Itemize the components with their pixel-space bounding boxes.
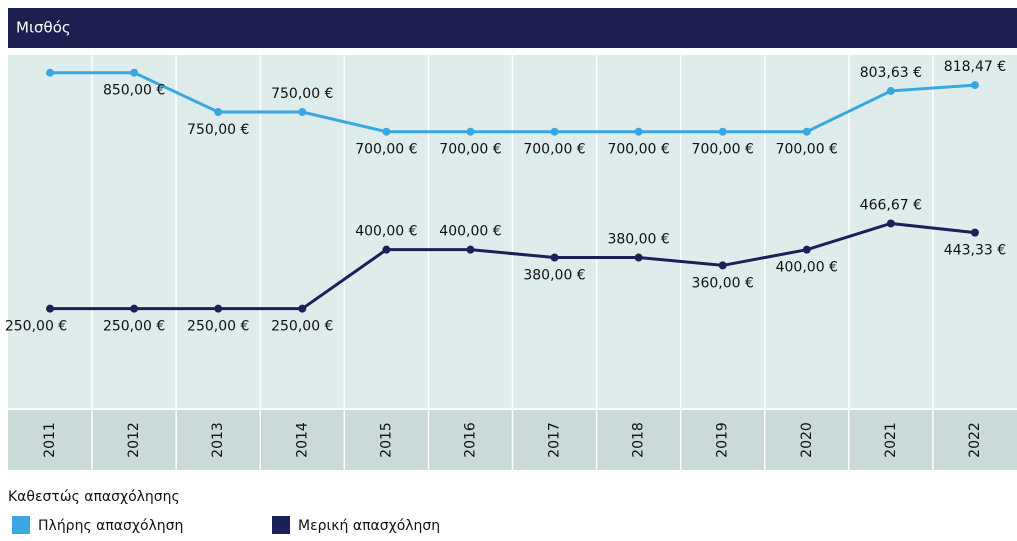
point bbox=[130, 68, 139, 77]
data-label: 443,33 € bbox=[944, 243, 1006, 259]
point bbox=[634, 253, 643, 262]
point bbox=[886, 219, 895, 228]
data-label: 750,00 € bbox=[187, 122, 249, 138]
legend-swatch bbox=[12, 516, 30, 534]
x-tick-label: 2012 bbox=[126, 422, 142, 458]
legend-swatch bbox=[272, 516, 290, 534]
point bbox=[466, 127, 475, 136]
data-label: 250,00 € bbox=[5, 319, 67, 335]
data-label: 750,00 € bbox=[271, 86, 333, 102]
x-tick-label: 2019 bbox=[715, 422, 731, 458]
data-label: 400,00 € bbox=[439, 224, 501, 240]
point bbox=[130, 304, 139, 313]
data-label: 700,00 € bbox=[523, 142, 585, 158]
point bbox=[298, 108, 307, 117]
point bbox=[382, 127, 391, 136]
line-series bbox=[50, 71, 976, 134]
data-label: 360,00 € bbox=[692, 275, 754, 291]
point bbox=[466, 245, 475, 254]
data-label: 850,00 € bbox=[103, 83, 165, 99]
data-label: 803,63 € bbox=[860, 65, 922, 81]
x-tick-label: 2017 bbox=[547, 422, 563, 458]
point bbox=[214, 108, 223, 117]
point bbox=[298, 304, 307, 313]
data-label: 380,00 € bbox=[523, 268, 585, 284]
legend-label: Μερική απασχόληση bbox=[298, 518, 440, 534]
line-series bbox=[50, 221, 976, 311]
point bbox=[802, 245, 811, 254]
point bbox=[970, 81, 979, 90]
data-label: 250,00 € bbox=[187, 319, 249, 335]
point bbox=[718, 127, 727, 136]
x-tick-label: 2011 bbox=[42, 422, 58, 458]
data-label: 700,00 € bbox=[776, 142, 838, 158]
data-label: 250,00 € bbox=[103, 319, 165, 335]
data-label: 250,00 € bbox=[271, 319, 333, 335]
data-label: 818,47 € bbox=[944, 59, 1006, 75]
data-label: 400,00 € bbox=[776, 260, 838, 276]
point bbox=[802, 127, 811, 136]
legend-label: Πλήρης απασχόληση bbox=[38, 518, 183, 534]
point bbox=[550, 253, 559, 262]
point bbox=[886, 86, 895, 95]
x-tick-label: 2020 bbox=[799, 422, 815, 458]
data-label: 466,67 € bbox=[860, 197, 922, 213]
point bbox=[634, 127, 643, 136]
point bbox=[214, 304, 223, 313]
x-tick-label: 2022 bbox=[967, 422, 983, 458]
legend-title: Καθεστώς απασχόλησης bbox=[8, 489, 180, 505]
x-tick-label: 2014 bbox=[294, 422, 310, 458]
point bbox=[970, 228, 979, 237]
x-tick-label: 2013 bbox=[210, 422, 226, 458]
x-tick-label: 2015 bbox=[378, 422, 394, 458]
point bbox=[46, 304, 55, 313]
point bbox=[382, 245, 391, 254]
x-tick-label: 2018 bbox=[631, 422, 647, 458]
point bbox=[550, 127, 559, 136]
data-label: 700,00 € bbox=[692, 142, 754, 158]
data-label: 700,00 € bbox=[355, 142, 417, 158]
data-label: 400,00 € bbox=[355, 224, 417, 240]
x-tick-label: 2021 bbox=[883, 422, 899, 458]
data-label: 700,00 € bbox=[439, 142, 501, 158]
data-label: 700,00 € bbox=[607, 142, 669, 158]
data-label: 380,00 € bbox=[607, 232, 669, 248]
header-bar bbox=[8, 8, 1017, 48]
point bbox=[46, 68, 55, 77]
chart-title: Μισθός bbox=[16, 19, 71, 37]
point bbox=[718, 261, 727, 270]
x-tick-label: 2016 bbox=[462, 422, 478, 458]
